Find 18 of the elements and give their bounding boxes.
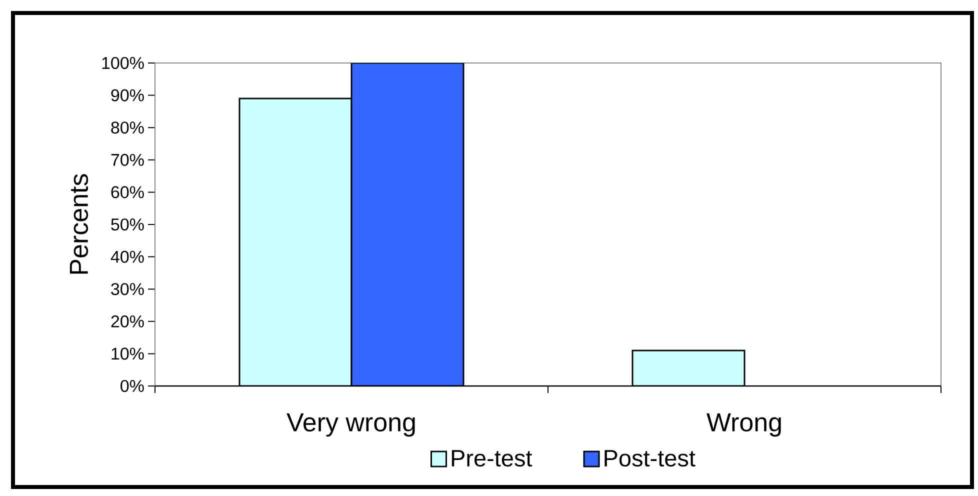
bar [238, 98, 352, 386]
x-tick-label: Wrong [706, 413, 781, 437]
y-axis-title: Percents [70, 174, 88, 274]
y-tick-label: 0% [120, 380, 144, 392]
legend-label: Pre-test [452, 450, 532, 467]
y-tick-label: 10% [112, 348, 144, 360]
y-tick-label: 100% [102, 56, 144, 70]
y-tick-label: 70% [111, 154, 144, 166]
y-tick-label: 20% [111, 315, 144, 328]
y-tick-label: 40% [110, 250, 144, 263]
legend-label: Post-test [604, 450, 696, 467]
y-tick-label: 90% [111, 89, 144, 102]
x-tick-label: Very wrong [286, 413, 415, 437]
y-tick-label: 50% [111, 218, 144, 231]
y-tick-label: 30% [111, 283, 144, 296]
bar [632, 350, 746, 386]
y-tick-label: 80% [111, 122, 144, 134]
y-tick-label: 60% [111, 186, 144, 198]
